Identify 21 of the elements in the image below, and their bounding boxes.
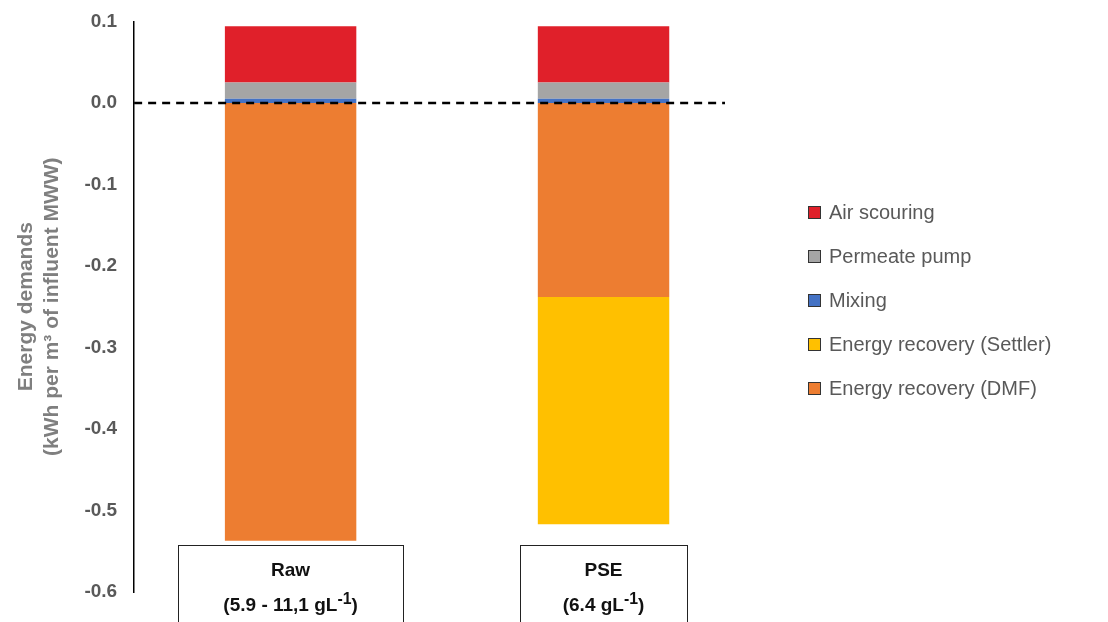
y-tick-label: 0.0 (90, 91, 118, 113)
bar (537, 102, 670, 297)
legend-label: Energy recovery (Settler) (829, 332, 1052, 356)
y-tick-label: -0.3 (84, 335, 118, 357)
y-tick-label: -0.4 (84, 417, 118, 439)
bar (224, 26, 357, 83)
bar (537, 296, 670, 525)
legend-label: Air scouring (829, 200, 935, 224)
legend-label: Energy recovery (DMF) (829, 376, 1037, 400)
legend-label: Mixing (829, 288, 887, 312)
y-axis-title: Energy demands (kWh per m³ of influent MWW) (13, 157, 62, 456)
y-tick-label: -0.1 (84, 172, 118, 194)
y-tick-label: -0.2 (84, 254, 118, 276)
bar (224, 102, 357, 541)
y-tick-label: -0.6 (84, 580, 118, 602)
y-tick-label: 0.1 (90, 9, 118, 31)
legend-label: Permeate pump (829, 244, 972, 268)
bar (224, 82, 357, 99)
y-tick-label: -0.5 (84, 498, 118, 520)
bar (537, 26, 670, 83)
bar (537, 82, 670, 99)
